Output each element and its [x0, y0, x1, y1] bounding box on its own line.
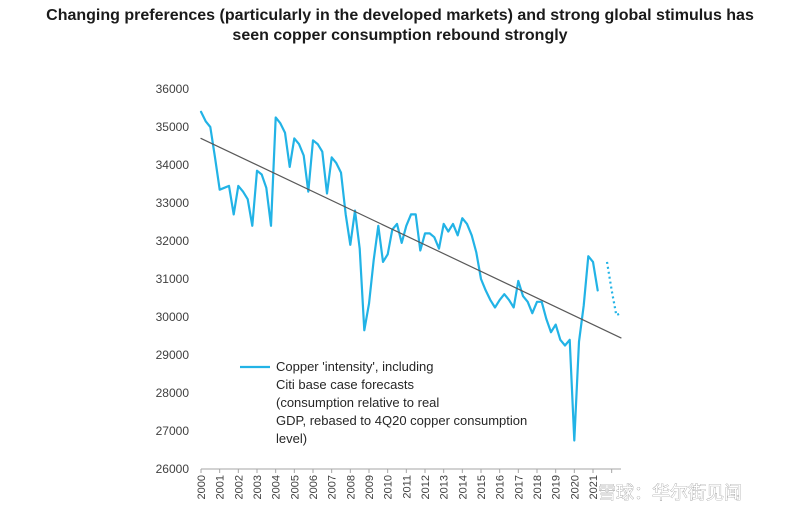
- x-tick-label: 2020: [569, 475, 581, 499]
- y-tick-label: 31000: [156, 272, 190, 286]
- y-tick-label: 27000: [156, 424, 190, 438]
- chart-title-line-2: seen copper consumption rebound strongly: [232, 27, 568, 44]
- chart-title-line-1: Changing preferences (particularly in th…: [46, 7, 754, 24]
- x-tick-label: 2014: [457, 475, 469, 499]
- x-tick-label: 2021: [588, 475, 600, 499]
- x-tick-label: 2018: [532, 475, 544, 499]
- legend-label-line: Citi base case forecasts: [276, 377, 415, 392]
- x-tick-label: 2016: [495, 475, 507, 499]
- x-tick-label: 2007: [327, 475, 339, 499]
- x-tick-label: 2015: [476, 475, 488, 499]
- chart-title: Changing preferences (particularly in th…: [0, 6, 800, 46]
- x-tick-label: 2005: [289, 475, 301, 499]
- x-tick-label: 2002: [233, 475, 245, 499]
- y-tick-label: 26000: [156, 462, 190, 476]
- legend-label-line: Copper 'intensity', including: [276, 359, 433, 374]
- x-tick-label: 2017: [513, 475, 525, 499]
- legend-label: Copper 'intensity', including Citi base c…: [276, 359, 527, 446]
- x-tick-label: 2009: [364, 475, 376, 499]
- y-tick-label: 34000: [156, 158, 190, 172]
- copper-intensity-series-line: [199, 110, 599, 442]
- x-tick-label: 2011: [401, 475, 413, 499]
- trend-line: [200, 137, 622, 339]
- legend-label-line: GDP, rebased to 4Q20 copper consumption: [276, 413, 527, 428]
- x-tick-label: 2004: [271, 475, 283, 499]
- x-tick-label: 2013: [439, 475, 451, 499]
- x-tick-label: 2003: [252, 475, 264, 499]
- y-tick-label: 32000: [156, 234, 190, 248]
- series-layer: [199, 110, 622, 442]
- y-axis: 26000 27000 28000 29000 30000 31000 32000 33000…: [156, 82, 190, 476]
- x-tick-label: 2000: [196, 475, 208, 499]
- y-tick-label: 35000: [156, 120, 190, 134]
- x-tick-label: 2006: [308, 475, 320, 499]
- watermark: 雪球：华尔街见闻: [598, 483, 742, 504]
- legend: Copper 'intensity', including Citi base c…: [240, 359, 527, 446]
- x-axis: 2000 2001 2002 2003 2004 2005 2006 2007 2008 2009…: [196, 468, 621, 499]
- y-tick-label: 36000: [156, 82, 190, 96]
- y-tick-label: 30000: [156, 310, 190, 324]
- x-tick-label: 2010: [383, 475, 395, 499]
- y-tick-label: 33000: [156, 196, 190, 210]
- forecast-series-line: [605, 261, 622, 317]
- y-tick-label: 28000: [156, 386, 190, 400]
- x-tick-label: 2012: [420, 475, 432, 499]
- x-tick-label: 2001: [215, 475, 227, 499]
- legend-label-line: (consumption relative to real: [276, 395, 439, 410]
- legend-label-line: level): [276, 431, 307, 446]
- x-tick-label: 2008: [345, 475, 357, 499]
- y-tick-label: 29000: [156, 348, 190, 362]
- x-tick-label: 2019: [551, 475, 563, 499]
